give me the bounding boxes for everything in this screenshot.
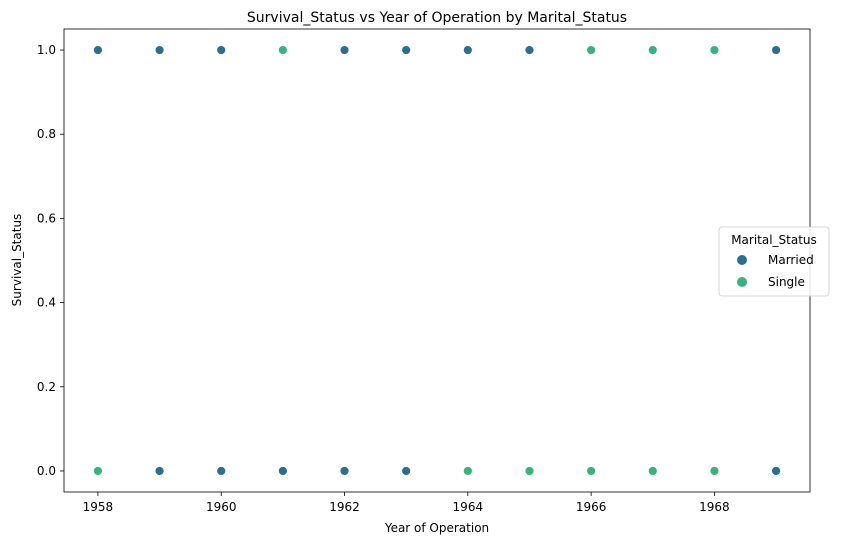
data-point-married: [216, 45, 227, 55]
data-point-single: [586, 466, 597, 476]
x-tick-label: 1964: [453, 500, 484, 514]
data-point-married: [524, 45, 535, 55]
legend: Marital_Status Married Single: [718, 226, 830, 297]
x-axis-label: Year of Operation: [384, 521, 489, 535]
legend-marker-single: [737, 277, 747, 287]
legend-title: Marital_Status: [731, 233, 817, 247]
data-point-single: [709, 466, 720, 476]
data-point-married: [401, 45, 412, 55]
data-point-married: [771, 466, 781, 476]
chart-title: Survival_Status vs Year of Operation by …: [247, 10, 627, 26]
legend-box: [718, 226, 830, 297]
data-point-married: [277, 466, 288, 476]
data-point-married: [401, 466, 412, 476]
data-point-single: [462, 466, 473, 476]
data-point-married: [339, 466, 350, 476]
data-point-single: [586, 45, 597, 55]
data-point-married: [93, 45, 103, 55]
x-tick-label: 1958: [83, 500, 114, 514]
data-point-married: [216, 466, 227, 476]
data-point-married: [154, 466, 165, 476]
y-tick-label: 0.4: [37, 296, 56, 310]
data-points: [93, 45, 781, 476]
data-point-married: [154, 45, 165, 55]
x-tick-label: 1962: [329, 500, 360, 514]
legend-marker-married: [737, 255, 747, 265]
x-tick-label: 1968: [699, 500, 730, 514]
y-tick-label: 0.6: [37, 211, 56, 225]
x-tick-label: 1960: [206, 500, 237, 514]
y-axis-label: Survival_Status: [10, 214, 24, 307]
y-tick-label: 1.0: [37, 43, 56, 57]
data-point-married: [462, 45, 473, 55]
y-tick-label: 0.2: [37, 380, 56, 394]
y-tick-label: 0.8: [37, 127, 56, 141]
data-point-married: [339, 45, 350, 55]
plot-frame: [63, 28, 811, 493]
data-point-single: [647, 45, 658, 55]
data-point-single: [93, 466, 103, 476]
legend-label-single: Single: [768, 275, 805, 289]
axis-ticks: 1958 1960 1962 1964 1966 1968 0.0 0.2 0.4 0.6 0.8 1…: [37, 43, 730, 514]
legend-label-married: Married: [768, 253, 814, 267]
y-tick-label: 0.0: [37, 464, 56, 478]
data-point-single: [709, 45, 720, 55]
data-point-single: [277, 45, 288, 55]
x-tick-label: 1966: [576, 500, 607, 514]
data-point-married: [771, 45, 781, 55]
data-point-single: [524, 466, 535, 476]
data-point-single: [647, 466, 658, 476]
